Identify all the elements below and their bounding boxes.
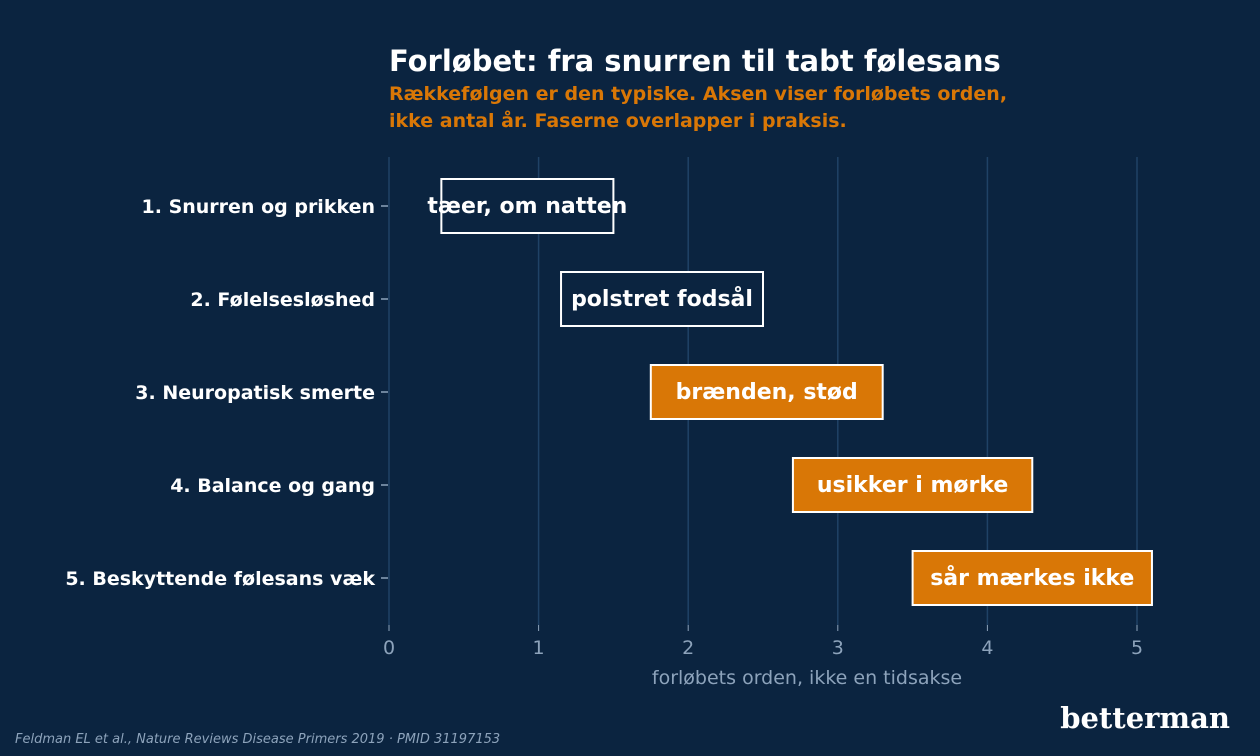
phase-bar: [791, 457, 1034, 513]
bar-label: brænden, stød: [676, 380, 858, 405]
x-tick-label: 5: [1131, 637, 1143, 659]
phase-bar: [440, 178, 615, 234]
y-category-label: 4. Balance og gang: [170, 475, 375, 497]
bar-label: sår mærkes ikke: [930, 565, 1134, 591]
bar-label: tæer, om natten: [427, 194, 627, 219]
phase-bar: [911, 550, 1153, 606]
bar-label: usikker i mørke: [817, 473, 1008, 498]
y-category-label: 2. Følelsesløshed: [190, 289, 375, 311]
source-citation: Feldman EL et al., Nature Reviews Diseas…: [15, 732, 500, 747]
x-axis-label: forløbets orden, ikke en tidsakse: [652, 667, 962, 689]
x-tick-label: 1: [533, 637, 545, 659]
phase-bar: [560, 271, 764, 327]
chart-subtitle-line-1: Rækkefølgen er den typiske. Aksen viser …: [389, 83, 1007, 105]
phase-bar: [649, 364, 884, 420]
y-category-label: 1. Snurren og prikken: [142, 196, 375, 218]
brand-logo: betterman: [1060, 701, 1230, 735]
x-tick-label: 2: [682, 637, 694, 659]
y-category-label: 3. Neuropatisk smerte: [135, 382, 375, 404]
x-tick-label: 4: [981, 637, 993, 659]
chart-title: Forløbet: fra snurren til tabt følesans: [389, 44, 1001, 78]
bar-label: polstret fodsål: [571, 286, 753, 312]
chart-subtitle-line-2: ikke antal år. Faserne overlapper i prak…: [389, 108, 847, 132]
x-tick-label: 0: [383, 637, 395, 659]
y-category-label: 5. Beskyttende følesans væk: [65, 568, 375, 590]
plot-area: 0 1 2 3 4 5 1. Snurren og prikken tæer, om natt…: [65, 157, 1153, 659]
x-tick-label: 3: [832, 637, 844, 659]
